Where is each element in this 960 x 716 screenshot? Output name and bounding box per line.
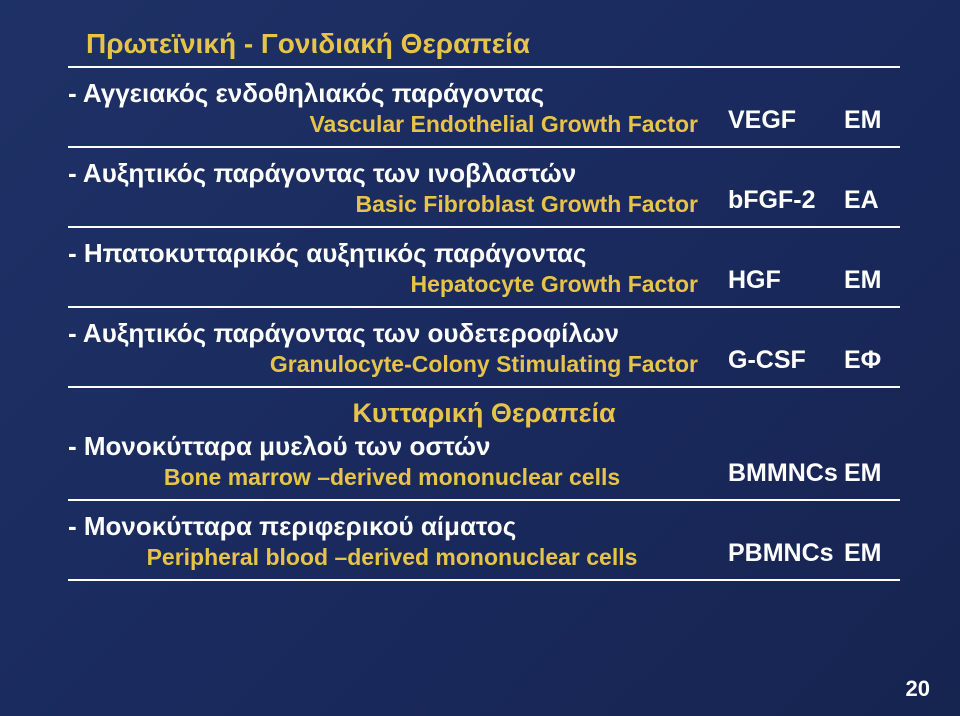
- factor-row: - Αυξητικός παράγοντας των ινοβλαστών Ba…: [68, 158, 900, 218]
- slide-content: Πρωτεϊνική - Γονιδιακή Θεραπεία - Αγγεια…: [0, 0, 960, 611]
- factor-abbrev: bFGF-2: [728, 186, 844, 218]
- divider: [68, 499, 900, 501]
- factor-abbrev: VEGF: [728, 106, 844, 138]
- factor-type: ΕΜ: [844, 539, 900, 571]
- factor-name-english: Basic Fibroblast Growth Factor: [68, 191, 716, 218]
- factor-abbrev: BMMNCs: [728, 459, 844, 491]
- divider: [68, 386, 900, 388]
- factor-name-english: Peripheral blood –derived mononuclear ce…: [68, 544, 716, 571]
- factor-name-english: Vascular Endothelial Growth Factor: [68, 111, 716, 138]
- factor-name-greek: - Αυξητικός παράγοντας των ουδετεροφίλων: [68, 318, 716, 349]
- factor-type: ΕΜ: [844, 266, 900, 298]
- divider: [68, 306, 900, 308]
- factor-name-greek: - Ηπατοκυτταρικός αυξητικός παράγοντας: [68, 238, 716, 269]
- divider: [68, 579, 900, 581]
- factor-abbrev: PBMNCs: [728, 539, 844, 571]
- divider: [68, 66, 900, 68]
- divider: [68, 226, 900, 228]
- factor-row: - Αγγειακός ενδοθηλιακός παράγοντας Vasc…: [68, 78, 900, 138]
- factor-name-greek: - Αυξητικός παράγοντας των ινοβλαστών: [68, 158, 716, 189]
- factor-abbrev: G-CSF: [728, 346, 844, 378]
- factor-row: - Μονοκύτταρα περιφερικού αίματος Periph…: [68, 511, 900, 571]
- factor-name-greek: - Αγγειακός ενδοθηλιακός παράγοντας: [68, 78, 716, 109]
- factor-row: - Αυξητικός παράγοντας των ουδετεροφίλων…: [68, 318, 900, 378]
- section-title-cellular: Κυτταρική Θεραπεία: [68, 398, 900, 429]
- factor-name-english: Granulocyte-Colony Stimulating Factor: [68, 351, 716, 378]
- factor-name-greek: - Μονοκύτταρα περιφερικού αίματος: [68, 511, 716, 542]
- page-number: 20: [906, 676, 930, 702]
- factor-row: - Μονοκύτταρα μυελού των οστών Bone marr…: [68, 431, 900, 491]
- factor-type: ΕΦ: [844, 346, 900, 378]
- divider: [68, 146, 900, 148]
- factor-name-english: Bone marrow –derived mononuclear cells: [68, 464, 716, 491]
- factor-type: ΕΜ: [844, 459, 900, 491]
- factor-type: ΕΜ: [844, 106, 900, 138]
- factor-row: - Ηπατοκυτταρικός αυξητικός παράγοντας H…: [68, 238, 900, 298]
- factor-name-greek: - Μονοκύτταρα μυελού των οστών: [68, 431, 716, 462]
- factor-type: ΕΑ: [844, 186, 900, 218]
- section-title-protein: Πρωτεϊνική - Γονιδιακή Θεραπεία: [68, 28, 900, 60]
- factor-name-english: Hepatocyte Growth Factor: [68, 271, 716, 298]
- factor-abbrev: HGF: [728, 266, 844, 298]
